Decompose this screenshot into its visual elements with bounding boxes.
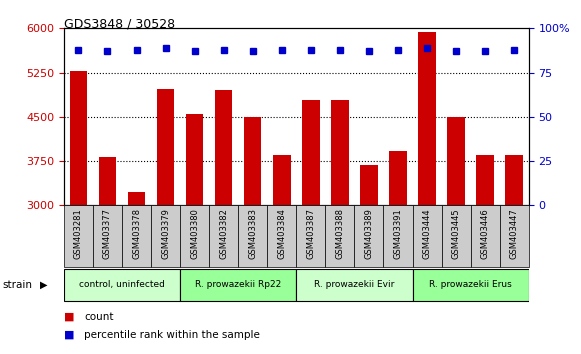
Bar bbox=[476, 155, 494, 205]
Text: GSM403389: GSM403389 bbox=[364, 209, 374, 259]
FancyBboxPatch shape bbox=[442, 205, 471, 267]
Text: GSM403444: GSM403444 bbox=[422, 209, 432, 259]
FancyBboxPatch shape bbox=[296, 269, 413, 301]
Text: control, uninfected: control, uninfected bbox=[79, 280, 165, 289]
Text: GSM403383: GSM403383 bbox=[248, 209, 257, 259]
FancyBboxPatch shape bbox=[209, 205, 238, 267]
FancyBboxPatch shape bbox=[64, 269, 180, 301]
FancyBboxPatch shape bbox=[267, 205, 296, 267]
Bar bbox=[70, 72, 87, 205]
Bar bbox=[273, 155, 290, 205]
Bar bbox=[389, 151, 407, 205]
Text: ▶: ▶ bbox=[40, 280, 47, 290]
Text: GSM403446: GSM403446 bbox=[480, 209, 490, 259]
FancyBboxPatch shape bbox=[238, 205, 267, 267]
Text: percentile rank within the sample: percentile rank within the sample bbox=[84, 330, 260, 339]
Bar bbox=[331, 100, 349, 205]
Bar bbox=[99, 157, 116, 205]
Text: GSM403387: GSM403387 bbox=[306, 209, 315, 259]
Text: GSM403384: GSM403384 bbox=[277, 209, 286, 259]
Bar bbox=[447, 117, 465, 205]
Text: GSM403445: GSM403445 bbox=[451, 209, 461, 259]
FancyBboxPatch shape bbox=[383, 205, 413, 267]
Bar bbox=[505, 155, 523, 205]
FancyBboxPatch shape bbox=[413, 205, 442, 267]
Text: GSM403380: GSM403380 bbox=[190, 209, 199, 259]
Text: count: count bbox=[84, 312, 114, 322]
Text: GSM403447: GSM403447 bbox=[510, 209, 519, 259]
Text: strain: strain bbox=[3, 280, 33, 290]
Text: GSM403391: GSM403391 bbox=[393, 209, 403, 259]
FancyBboxPatch shape bbox=[325, 205, 354, 267]
FancyBboxPatch shape bbox=[122, 205, 151, 267]
Bar bbox=[157, 89, 174, 205]
Text: GSM403281: GSM403281 bbox=[74, 209, 83, 259]
FancyBboxPatch shape bbox=[296, 205, 325, 267]
Text: R. prowazekii Rp22: R. prowazekii Rp22 bbox=[195, 280, 281, 289]
Bar bbox=[186, 114, 203, 205]
Text: GSM403388: GSM403388 bbox=[335, 209, 345, 259]
Text: ■: ■ bbox=[64, 312, 74, 322]
Text: ■: ■ bbox=[64, 330, 74, 339]
Text: R. prowazekii Erus: R. prowazekii Erus bbox=[429, 280, 512, 289]
Bar bbox=[302, 100, 320, 205]
Text: GSM403378: GSM403378 bbox=[132, 209, 141, 259]
Bar bbox=[360, 165, 378, 205]
Text: GSM403379: GSM403379 bbox=[161, 209, 170, 259]
FancyBboxPatch shape bbox=[413, 269, 529, 301]
Text: GSM403377: GSM403377 bbox=[103, 209, 112, 259]
FancyBboxPatch shape bbox=[471, 205, 500, 267]
Text: R. prowazekii Evir: R. prowazekii Evir bbox=[314, 280, 394, 289]
Text: GDS3848 / 30528: GDS3848 / 30528 bbox=[64, 18, 175, 31]
FancyBboxPatch shape bbox=[180, 205, 209, 267]
Bar bbox=[215, 90, 232, 205]
FancyBboxPatch shape bbox=[151, 205, 180, 267]
Bar bbox=[418, 32, 436, 205]
FancyBboxPatch shape bbox=[354, 205, 383, 267]
FancyBboxPatch shape bbox=[93, 205, 122, 267]
Bar bbox=[244, 117, 261, 205]
FancyBboxPatch shape bbox=[500, 205, 529, 267]
FancyBboxPatch shape bbox=[180, 269, 296, 301]
Text: GSM403382: GSM403382 bbox=[219, 209, 228, 259]
FancyBboxPatch shape bbox=[64, 205, 93, 267]
Bar bbox=[128, 192, 145, 205]
